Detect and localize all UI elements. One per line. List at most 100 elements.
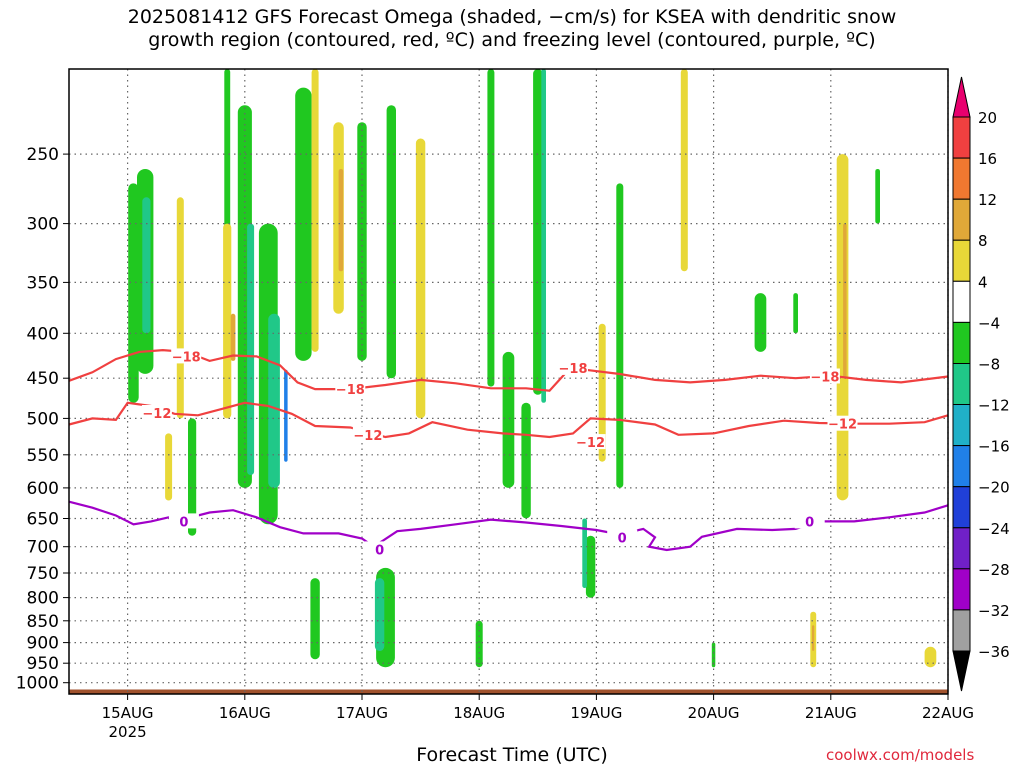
contour-label-bg (794, 513, 825, 529)
y-tick-label: 700 (27, 538, 59, 558)
terrain-band (69, 689, 948, 694)
contour-label-bg (171, 348, 202, 364)
y-tick-label: 850 (27, 612, 59, 632)
colorbar-segment (952, 239, 971, 282)
omega-shade-cell (415, 138, 426, 419)
contour-label-bg (168, 513, 199, 529)
colorbar-label: 8 (978, 232, 988, 250)
y-tick-label: 300 (27, 215, 59, 235)
omega-shade-cell (754, 293, 767, 352)
contour-line (68, 401, 949, 439)
y-tick-label: 950 (27, 654, 59, 674)
contour-label: −18 (172, 350, 201, 365)
contour-label-bg (809, 368, 840, 384)
omega-shade-cell (521, 402, 531, 519)
x-tick-label: 21AUG (805, 704, 857, 722)
contour-label-bg (575, 434, 606, 450)
omega-shade-cell (711, 642, 716, 668)
contour-label-bg (827, 415, 858, 431)
x-tick-label: 20AUG (688, 704, 740, 722)
omega-shade-cell (533, 69, 543, 395)
colorbar-segment (952, 445, 971, 488)
colorbar-label: 20 (978, 109, 997, 127)
colorbar-label: 16 (978, 150, 997, 168)
omega-shade-cell (812, 625, 815, 651)
y-tick-label: 400 (27, 324, 59, 344)
omega-shade-cell (386, 105, 396, 379)
y-tick-label: 900 (27, 634, 59, 654)
colorbar-label: −32 (978, 602, 1010, 620)
contour-label: −18 (559, 362, 588, 377)
colorbar-cap-bottom (952, 650, 971, 692)
colorbar-segment (952, 486, 971, 529)
colorbar-segment (952, 321, 971, 364)
y-tick-label: 550 (27, 446, 59, 466)
x-tick-label: 16AUG (219, 704, 271, 722)
colorbar-label: −16 (978, 438, 1010, 456)
colorbar-label: −20 (978, 479, 1010, 497)
x-tick-label: 18AUG (453, 704, 505, 722)
colorbar-segment (952, 568, 971, 611)
y-tick-label: 800 (27, 589, 59, 609)
omega-shade-cell (310, 578, 320, 660)
credit-link[interactable]: coolwx.com/models (826, 746, 975, 764)
omega-shade-cell (924, 646, 937, 668)
omega-shade-cell (165, 433, 173, 501)
x-tick-label: 19AUG (570, 704, 622, 722)
y-tick-label: 500 (27, 409, 59, 429)
omega-shade-cell (680, 69, 688, 272)
x-tick-label: 17AUG (336, 704, 388, 722)
contour-label: −12 (142, 407, 171, 422)
y-tick-label: 250 (27, 145, 59, 165)
y-tick-label: 600 (27, 479, 59, 499)
x-tick-sublabel: 2025 (109, 723, 147, 741)
colorbar-label: −8 (978, 356, 1000, 374)
omega-shade-cell (487, 69, 495, 387)
contour-label-bg (335, 381, 366, 397)
colorbar-label: −4 (978, 314, 1000, 332)
omega-shade-cell (582, 518, 587, 588)
colorbar-label: −36 (978, 643, 1010, 661)
omega-shade-cell (598, 323, 606, 462)
omega-shade-cell (616, 183, 624, 488)
colorbar-segment (952, 198, 971, 241)
omega-shade-cell (374, 578, 385, 651)
colorbar-label: 4 (978, 273, 988, 291)
omega-shade-cell (230, 313, 236, 361)
colorbar-segment (952, 609, 971, 652)
omega-shade-cell (142, 197, 151, 334)
omega-shade-cell (836, 154, 849, 501)
omega-shade-cell (875, 169, 880, 224)
omega-shade-cell (475, 620, 483, 668)
contour-label: 0 (805, 515, 814, 530)
colorbar-segment (952, 157, 971, 200)
x-axis-title: Forecast Time (UTC) (416, 744, 608, 766)
x-tick-label: 22AUG (922, 704, 974, 722)
colorbar-segment (952, 363, 971, 406)
omega-shade-cell (188, 418, 197, 536)
omega-shade-cell (502, 351, 515, 488)
y-tick-label: 1000 (16, 674, 59, 694)
y-tick-label: 450 (27, 369, 59, 389)
omega-shade-cell (585, 535, 596, 598)
chart-title: 2025081412 GFS Forecast Omega (shaded, −… (127, 6, 897, 51)
omega-shade-cell (793, 293, 798, 334)
colorbar-label: −12 (978, 397, 1010, 415)
omega-shade-cell (295, 87, 312, 361)
colorbar-label: −28 (978, 561, 1010, 579)
omega-shade-cell (284, 369, 288, 462)
contour-label: −12 (828, 418, 857, 433)
y-tick-label: 350 (27, 273, 59, 293)
colorbar-segment (952, 280, 971, 323)
contour-label-bg (141, 405, 172, 420)
contour-label: −12 (576, 436, 605, 451)
colorbar-segment (952, 116, 971, 159)
contour-label: 0 (179, 515, 188, 530)
contour-label-bg (352, 426, 383, 442)
omega-shade-cell (247, 223, 255, 475)
contour-label: −18 (810, 371, 839, 386)
contour-label-bg (364, 541, 395, 557)
omega-shade-cell (311, 69, 319, 352)
omega-shade-cell (268, 313, 280, 488)
colorbar-label: 12 (978, 191, 997, 209)
